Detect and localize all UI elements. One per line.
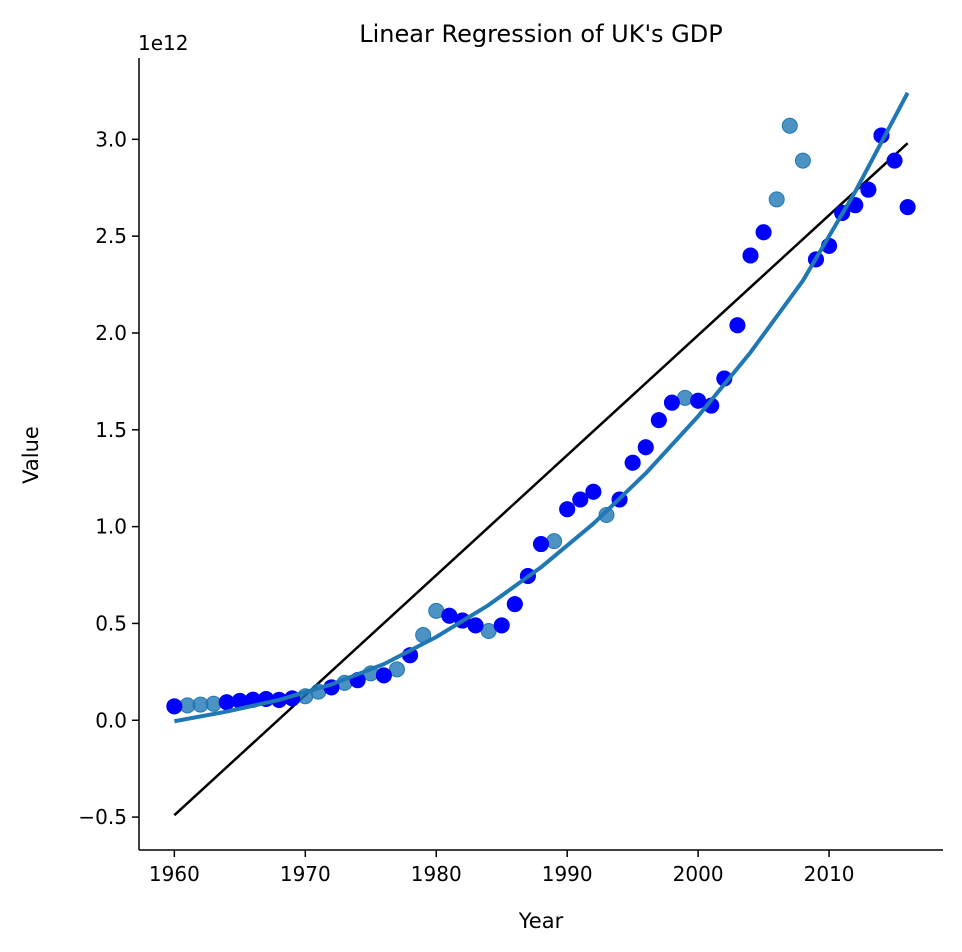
scatter-point-dark [703, 397, 720, 414]
x-axis-ticks: 1960 1970 1980 1990 2000 2010 [149, 850, 855, 886]
linear-fit-layer [173, 142, 909, 817]
poly-fit-layer [173, 91, 910, 724]
scatter-dark-layer [166, 127, 916, 715]
scatter-point-dark [493, 617, 510, 634]
scatter-point-dark [441, 607, 458, 624]
y-tick-label: −0.5 [78, 805, 127, 829]
poly-fit-curve [173, 91, 910, 724]
y-axis-ticks: −0.5 0.0 0.5 1.0 1.5 2.0 2.5 3.0 [78, 127, 139, 829]
scatter-point-dark [559, 501, 576, 518]
chart-title: Linear Regression of UK's GDP [359, 20, 722, 48]
scatter-point-dark [742, 247, 759, 264]
x-tick-label: 1980 [411, 862, 462, 886]
x-tick-label: 1970 [280, 862, 331, 886]
scatter-point-dark [690, 392, 707, 409]
scatter-point-light [598, 506, 615, 523]
scatter-point-dark [755, 224, 772, 241]
scatter-point-dark [624, 454, 641, 471]
y-tick-label: 2.0 [95, 321, 127, 345]
scatter-point-light [768, 191, 785, 208]
scatter-point-dark [572, 491, 589, 508]
scatter-point-dark [467, 617, 484, 634]
scatter-point-dark [650, 412, 667, 429]
scatter-point-dark [637, 439, 654, 456]
y-axis-label: Value [19, 426, 43, 484]
scatter-point-dark [663, 394, 680, 411]
scatter-point-dark [506, 596, 523, 613]
x-tick-label: 1990 [542, 862, 593, 886]
y-tick-label: 3.0 [95, 127, 127, 151]
plot-area [166, 91, 916, 817]
scatter-point-dark [166, 698, 183, 715]
x-axis-label: Year [518, 909, 564, 933]
y-tick-label: 1.5 [95, 418, 127, 442]
scatter-point-dark [899, 199, 916, 216]
y-tick-label: 1.0 [95, 515, 127, 539]
scatter-point-dark [729, 317, 746, 334]
x-tick-label: 2010 [804, 862, 855, 886]
scatter-point-dark [860, 181, 877, 198]
scatter-point-dark [533, 536, 549, 553]
scatter-point-dark [585, 483, 602, 500]
scatter-point-light [781, 117, 798, 134]
scatter-point-dark [375, 667, 392, 684]
scatter-point-light [546, 533, 563, 550]
y-tick-label: 2.5 [95, 224, 127, 248]
scatter-light-layer [166, 117, 916, 715]
y-tick-label: 0.5 [95, 611, 127, 635]
x-tick-label: 2000 [673, 862, 724, 886]
linear-fit-line [173, 142, 909, 817]
offset-label: 1e12 [138, 31, 188, 55]
scatter-point-dark [218, 694, 235, 711]
y-tick-label: 0.0 [95, 708, 127, 732]
scatter-point-dark [886, 152, 903, 169]
scatter-point-dark [231, 692, 248, 709]
scatter-point-light [794, 152, 811, 169]
x-tick-label: 1960 [149, 862, 200, 886]
scatter-point-light [388, 661, 405, 678]
